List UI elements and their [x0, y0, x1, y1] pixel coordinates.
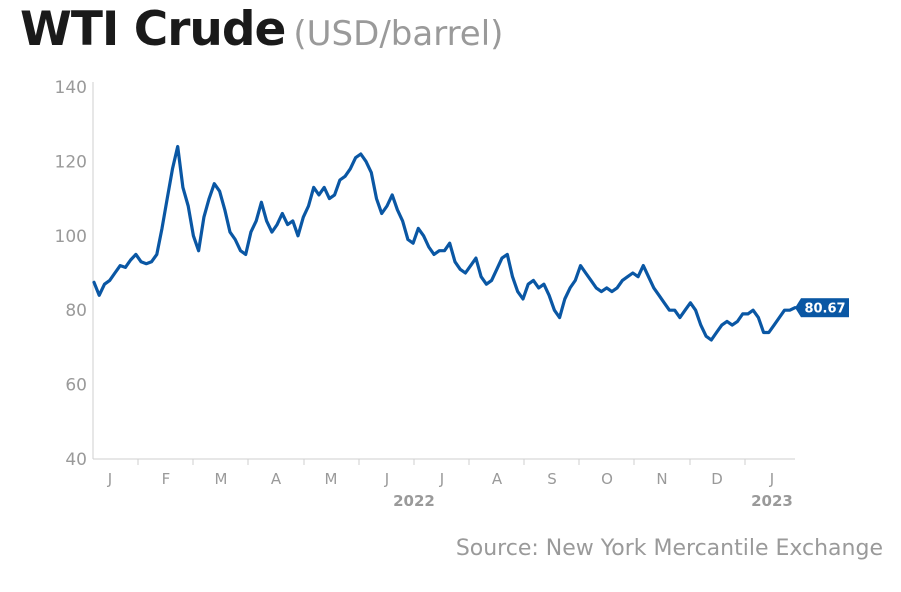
x-tick-label: J — [107, 470, 112, 488]
x-tick-label: O — [601, 470, 613, 488]
last-value-box — [801, 298, 849, 318]
year-label: 2023 — [751, 492, 793, 510]
x-tick-label: J — [439, 470, 444, 488]
y-axis: 40 60 80 100 120 140 — [55, 78, 94, 470]
chart-title: WTI Crude (USD/barrel) — [20, 2, 503, 57]
year-label: 2022 — [393, 492, 435, 510]
x-tick-label: M — [215, 470, 228, 488]
y-tick-label: 100 — [55, 227, 87, 247]
source-note: Source: New York Mercantile Exchange — [455, 536, 883, 561]
x-tick-label: A — [271, 470, 282, 488]
y-tick-label: 120 — [55, 152, 87, 172]
last-value-label: 80.67 — [804, 302, 845, 317]
x-tick-label: A — [492, 470, 503, 488]
x-tick-label: D — [711, 470, 723, 488]
x-tick-label: J — [769, 470, 774, 488]
x-tick-label: S — [547, 470, 557, 488]
y-tick-label: 60 — [65, 376, 87, 396]
x-tick-label: J — [384, 470, 389, 488]
y-tick-label: 80 — [65, 301, 87, 321]
y-tick-label: 140 — [55, 78, 87, 98]
unit-text: (USD/barrel) — [293, 14, 504, 54]
x-tick-label: M — [325, 470, 338, 488]
last-value-marker: 80.67 — [795, 298, 849, 318]
last-value-pointer — [795, 298, 801, 318]
series-line — [92, 144, 797, 342]
series-group — [92, 144, 797, 342]
x-tick-label: F — [162, 470, 171, 488]
title-text: WTI Crude — [20, 2, 286, 57]
y-tick-label: 40 — [65, 450, 87, 470]
x-tick-label: N — [656, 470, 667, 488]
